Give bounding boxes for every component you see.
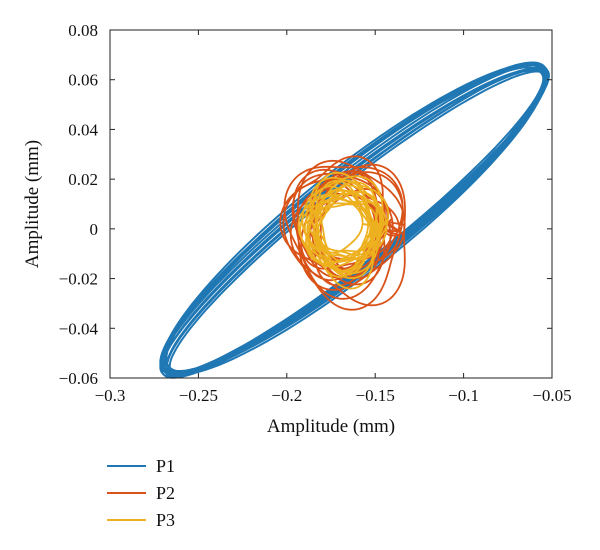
y-tick-label: −0.02: [59, 270, 98, 289]
plot-frame: [109, 29, 553, 379]
x-tick-label: −0.2: [271, 386, 302, 405]
legend: P1 P2 P3: [107, 456, 175, 530]
y-axis-label: Amplitude (mm): [22, 140, 43, 268]
legend-label-p3: P3: [156, 510, 175, 530]
legend-label-p2: P2: [156, 483, 175, 503]
y-tick-label: 0.04: [68, 120, 98, 139]
series-p1: [159, 61, 550, 379]
y-tick-label: −0.06: [59, 369, 98, 388]
tick-layer: −0.3 −0.25 −0.2 −0.15 −0.1 −0.05 −0.06 −0.04 −0.…: [59, 21, 572, 405]
legend-label-p1: P1: [156, 456, 175, 476]
x-tick-label: −0.25: [179, 386, 218, 405]
x-tick-label: −0.3: [95, 386, 126, 405]
trace-layer: [159, 61, 550, 379]
x-tick-label: −0.15: [356, 386, 395, 405]
orbit-trace-p1: [159, 61, 550, 379]
y-tick-label: −0.04: [59, 319, 99, 338]
orbit-trace-p3: [297, 171, 390, 290]
y-tick-label: 0.06: [68, 71, 98, 90]
x-tick-label: −0.05: [532, 386, 571, 405]
x-tick-label: −0.1: [448, 386, 479, 405]
x-axis-label: Amplitude (mm): [267, 416, 395, 437]
y-tick-label: 0.02: [68, 170, 98, 189]
y-tick-label: 0: [90, 220, 99, 239]
series-p3: [297, 171, 390, 290]
y-tick-label: 0.08: [68, 21, 98, 40]
